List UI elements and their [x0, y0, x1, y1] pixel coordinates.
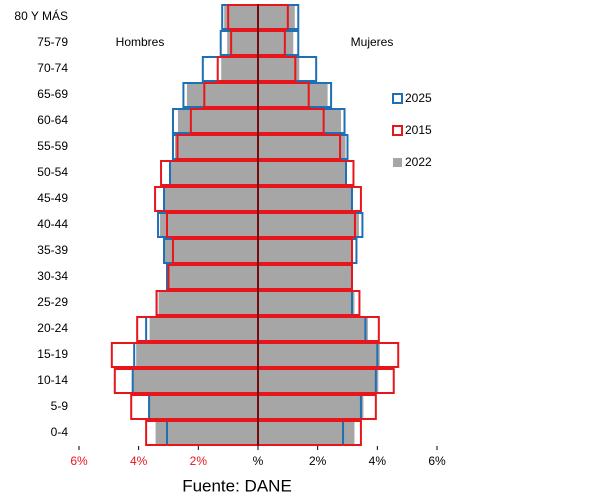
bar	[168, 160, 259, 186]
y-tick-label: 15-19	[37, 347, 68, 361]
x-tick-label: %	[253, 454, 264, 468]
bar	[257, 108, 343, 134]
y-tick-label: 40-44	[37, 217, 68, 231]
right-label: Mujeres	[351, 35, 394, 49]
x-tick-label: 6%	[428, 454, 446, 468]
bar	[166, 264, 259, 290]
bar	[257, 4, 296, 30]
x-tick-label: 4%	[130, 454, 148, 468]
source: Fuente: DANE	[182, 476, 292, 495]
y-tick-label: 65-69	[37, 87, 68, 101]
bar	[257, 342, 381, 368]
bar	[257, 420, 356, 446]
left-label: Hombres	[116, 35, 165, 49]
x-tick-label: 2%	[309, 454, 327, 468]
legend-marker	[392, 125, 403, 136]
legend-marker	[392, 93, 403, 104]
bar	[132, 368, 259, 394]
bar	[176, 108, 259, 134]
y-tick-label: 0-4	[51, 425, 69, 439]
y-tick-label: 30-34	[37, 269, 68, 283]
y-tick-label: 75-79	[37, 35, 68, 49]
bar	[173, 134, 259, 160]
y-tick-label: 60-64	[37, 113, 68, 127]
y-tick-label: 5-9	[51, 399, 69, 413]
bar	[163, 238, 259, 264]
bar	[162, 186, 259, 212]
bar	[185, 82, 259, 108]
y-tick-label: 80 Y MÁS	[14, 8, 68, 23]
legend-label: 2022	[405, 155, 432, 169]
x-tick-label: 6%	[70, 454, 88, 468]
bar	[257, 394, 365, 420]
bar	[257, 82, 329, 108]
y-tick-label: 45-49	[37, 191, 68, 205]
legend-label: 2025	[405, 91, 432, 105]
bar	[159, 212, 259, 238]
y-tick-label: 55-59	[37, 139, 68, 153]
y-tick-label: 70-74	[37, 61, 68, 75]
bar	[257, 134, 347, 160]
bar	[135, 342, 259, 368]
bar	[257, 160, 348, 186]
bar	[147, 394, 259, 420]
y-tick-label: 35-39	[37, 243, 68, 257]
bar	[220, 56, 259, 82]
bar	[257, 186, 353, 212]
legend-marker	[393, 158, 402, 167]
bar	[257, 30, 295, 56]
bar	[157, 290, 259, 316]
bar	[257, 290, 356, 316]
y-tick-label: 20-24	[37, 321, 68, 335]
x-tick-label: 4%	[369, 454, 387, 468]
bar	[257, 212, 360, 238]
bar	[257, 264, 354, 290]
y-tick-label: 25-29	[37, 295, 68, 309]
y-tick-label: 10-14	[37, 373, 68, 387]
bar	[257, 56, 301, 82]
bar	[154, 420, 259, 446]
y-tick-label: 50-54	[37, 165, 68, 179]
x-tick-label: 2%	[190, 454, 208, 468]
legend-label: 2015	[405, 123, 432, 137]
bar	[148, 316, 259, 342]
bar	[223, 4, 259, 30]
bar	[257, 316, 369, 342]
bar	[257, 238, 354, 264]
bar	[257, 368, 380, 394]
